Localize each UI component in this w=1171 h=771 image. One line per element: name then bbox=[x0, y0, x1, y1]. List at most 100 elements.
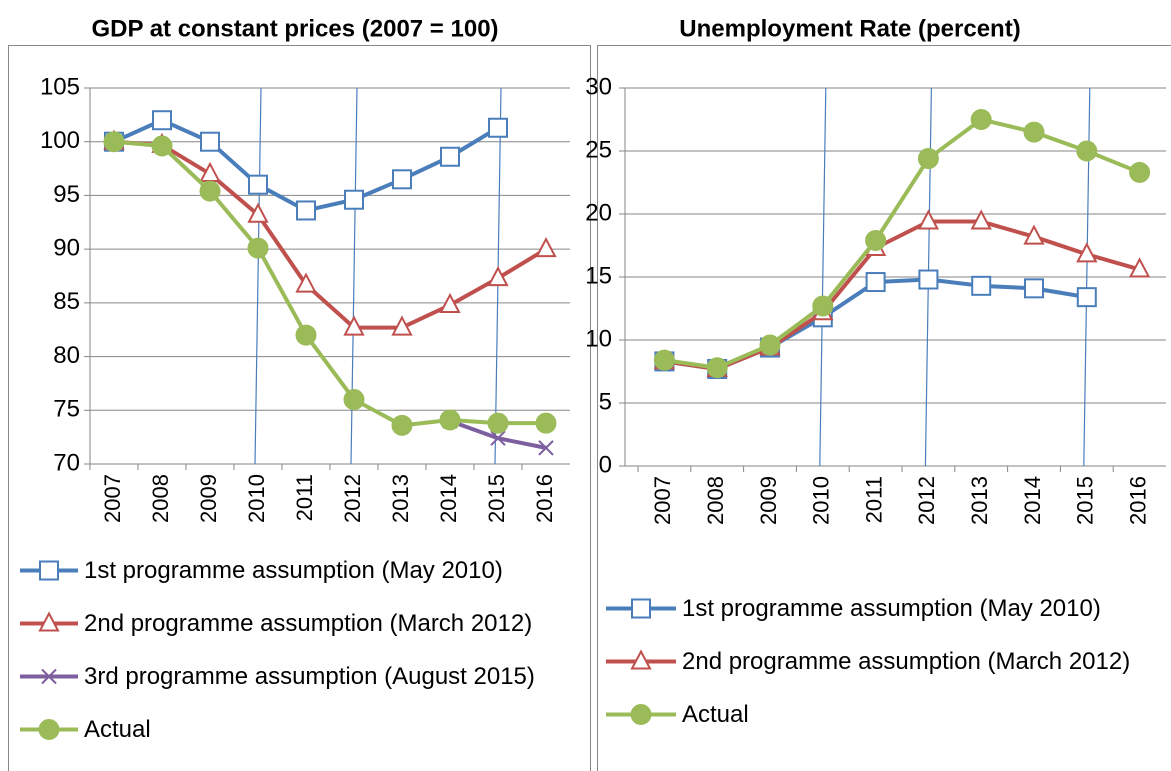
vertical-marker-line bbox=[819, 87, 827, 467]
y-tick-label: 90 bbox=[53, 234, 80, 261]
legend-marker bbox=[41, 668, 57, 685]
point-marker bbox=[343, 315, 365, 336]
legend-entry: 2nd programme assumption (March 2012) bbox=[18, 610, 588, 663]
point-marker bbox=[1129, 161, 1151, 183]
point-marker bbox=[970, 109, 992, 130]
y-tick-label: 5 bbox=[599, 388, 612, 415]
point-marker bbox=[295, 324, 317, 346]
legend-label: Actual bbox=[84, 716, 151, 743]
x-tick-label: 2016 bbox=[532, 474, 557, 523]
point-marker bbox=[487, 266, 509, 287]
point-marker bbox=[151, 135, 173, 157]
legend-symbol bbox=[20, 719, 78, 740]
point-marker bbox=[247, 202, 269, 223]
y-tick-label: 20 bbox=[585, 199, 612, 226]
x-tick-label: 2011 bbox=[861, 476, 886, 523]
point-marker bbox=[1023, 121, 1045, 143]
point-marker bbox=[970, 209, 992, 230]
x-tick-label: 2013 bbox=[388, 474, 413, 523]
point-marker bbox=[1076, 287, 1097, 308]
point-marker bbox=[247, 237, 269, 259]
legend-marker bbox=[38, 611, 60, 632]
point-marker bbox=[439, 292, 461, 314]
legend-entry: 2nd programme assumption (March 2012) bbox=[604, 648, 1164, 701]
legend-entry: 3rd programme assumption (August 2015) bbox=[18, 663, 588, 716]
y-tick-label: 85 bbox=[53, 288, 80, 315]
point-marker bbox=[1024, 278, 1044, 299]
x-tick-label: 2014 bbox=[436, 474, 461, 523]
point-marker bbox=[391, 315, 413, 336]
point-marker bbox=[918, 269, 939, 290]
point-marker bbox=[103, 131, 125, 153]
x-tick-label: 2010 bbox=[244, 474, 269, 523]
legend-label: 2nd programme assumption (March 2012) bbox=[84, 610, 533, 637]
point-marker bbox=[865, 272, 886, 293]
point-marker bbox=[490, 430, 506, 446]
x-tick-label: 2007 bbox=[650, 476, 675, 525]
point-marker bbox=[538, 440, 554, 456]
point-marker bbox=[917, 209, 940, 230]
legend-marker bbox=[630, 704, 652, 725]
point-marker bbox=[392, 169, 412, 190]
point-marker bbox=[295, 272, 317, 293]
series-line bbox=[113, 139, 548, 330]
x-tick-label: 2016 bbox=[1125, 476, 1150, 525]
y-tick-label: 95 bbox=[53, 181, 80, 208]
legend-label: 2nd programme assumption (March 2012) bbox=[682, 648, 1131, 675]
point-marker bbox=[1076, 140, 1098, 162]
legend-symbol bbox=[606, 598, 676, 619]
y-tick-label: 80 bbox=[53, 342, 80, 369]
point-marker bbox=[343, 389, 365, 411]
point-marker bbox=[706, 357, 728, 379]
x-tick-label: 2009 bbox=[756, 476, 781, 525]
legend-entry: 1st programme assumption (May 2010) bbox=[604, 595, 1164, 648]
legend-entry: Actual bbox=[18, 716, 588, 769]
series-line bbox=[664, 277, 1088, 371]
legend-marker bbox=[38, 719, 60, 740]
legend-symbol bbox=[606, 704, 676, 725]
y-tick-label: 15 bbox=[585, 262, 612, 289]
x-tick-label: 2014 bbox=[1020, 476, 1045, 525]
x-tick-label: 2015 bbox=[484, 474, 509, 523]
point-marker bbox=[1128, 257, 1151, 278]
legend: 1st programme assumption (May 2010) 2nd p… bbox=[604, 595, 1164, 754]
legend-label: 1st programme assumption (May 2010) bbox=[84, 557, 503, 584]
legend-label: 1st programme assumption (May 2010) bbox=[682, 595, 1101, 622]
y-tick-label: 100 bbox=[40, 127, 80, 154]
x-tick-label: 2010 bbox=[809, 476, 834, 525]
panel-border bbox=[597, 45, 1171, 771]
point-marker bbox=[488, 117, 508, 138]
legend-symbol bbox=[20, 611, 78, 632]
legend: 1st programme assumption (May 2010) 2nd p… bbox=[18, 557, 588, 769]
point-marker bbox=[200, 131, 220, 152]
legend-label: 3rd programme assumption (August 2015) bbox=[84, 663, 535, 690]
point-marker bbox=[917, 148, 939, 170]
y-tick-label: 75 bbox=[53, 396, 80, 423]
y-tick-label: 25 bbox=[585, 136, 612, 163]
x-tick-label: 2013 bbox=[967, 476, 992, 525]
point-marker bbox=[199, 180, 221, 202]
vertical-marker-line bbox=[254, 87, 262, 465]
y-tick-label: 30 bbox=[585, 73, 612, 100]
point-marker bbox=[152, 110, 172, 131]
legend-marker bbox=[631, 598, 651, 619]
legend-entry: Actual bbox=[604, 701, 1164, 754]
legend-symbol bbox=[20, 668, 78, 685]
point-marker bbox=[487, 412, 509, 434]
x-tick-label: 2011 bbox=[292, 474, 317, 521]
point-marker bbox=[248, 174, 268, 195]
point-marker bbox=[759, 334, 781, 356]
legend-marker bbox=[630, 649, 652, 670]
point-marker bbox=[865, 229, 887, 251]
y-tick-label: 10 bbox=[585, 325, 612, 352]
x-tick-label: 2009 bbox=[196, 474, 221, 523]
x-tick-label: 2012 bbox=[340, 474, 365, 523]
point-marker bbox=[971, 275, 992, 296]
legend-entry: 1st programme assumption (May 2010) bbox=[18, 557, 588, 610]
x-tick-label: 2007 bbox=[100, 474, 125, 523]
point-marker bbox=[296, 200, 316, 221]
point-marker bbox=[653, 349, 675, 371]
x-tick-label: 2012 bbox=[914, 476, 939, 525]
